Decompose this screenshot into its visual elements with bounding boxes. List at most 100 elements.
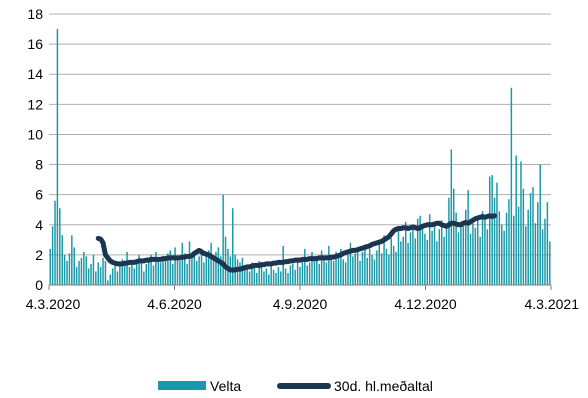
bar-velta: [390, 238, 393, 285]
bar-velta: [424, 233, 426, 285]
x-axis-ticks: 4.3.2020 4.6.2020 4.9.2020 4.12.2020 4.3.202…: [26, 285, 579, 312]
bar-velta: [275, 272, 277, 285]
bar-velta: [284, 268, 287, 285]
bar-velta: [450, 149, 453, 285]
bar-velta: [486, 229, 489, 285]
bar-velta: [253, 266, 256, 285]
bar-velta: [537, 202, 539, 285]
bar-velta: [428, 214, 431, 285]
x-tick-label: 4.12.2020: [394, 296, 456, 312]
bar-velta: [491, 175, 493, 285]
bar-velta: [368, 248, 371, 285]
bar-velta: [80, 257, 83, 285]
bar-velta: [210, 242, 212, 285]
bar-velta: [404, 221, 407, 285]
bar-velta: [541, 229, 544, 285]
bar-velta: [296, 260, 299, 285]
bar-velta: [469, 233, 472, 285]
bar-velta: [224, 236, 227, 285]
bar-velta: [54, 200, 56, 285]
bar-velta: [133, 268, 136, 285]
line-30d-average: [95, 213, 498, 273]
bar-velta: [292, 263, 294, 285]
bar-velta: [320, 250, 323, 285]
bar-velta: [239, 262, 241, 285]
bar-velta: [316, 256, 318, 285]
bar-velta: [414, 238, 417, 285]
bar-velta: [388, 254, 390, 285]
bar-velta: [311, 251, 313, 285]
bar-velta: [426, 239, 429, 285]
bar-velta: [433, 223, 436, 285]
bar-velta: [549, 241, 551, 285]
bar-velta: [378, 241, 381, 285]
bar-velta: [455, 212, 457, 285]
bar-velta: [392, 245, 395, 285]
y-tick-label: 8: [35, 157, 43, 173]
bar-velta: [270, 263, 272, 285]
bar-velta: [347, 254, 349, 285]
bar-velta: [215, 251, 217, 285]
bar-velta: [356, 247, 359, 285]
bar-velta: [49, 248, 51, 285]
y-tick-label: 4: [35, 217, 43, 233]
y-tick-label: 0: [35, 277, 43, 293]
bar-velta: [66, 260, 68, 285]
bar-velta: [462, 226, 465, 285]
bar-velta: [95, 271, 97, 285]
bar-velta: [104, 260, 107, 285]
bar-velta: [212, 259, 215, 285]
bar-velta: [460, 221, 462, 285]
bar-velta: [126, 251, 128, 285]
bar-velta: [328, 245, 330, 285]
bar-velta: [364, 244, 366, 285]
bar-velta: [306, 265, 308, 285]
bar-velta: [219, 256, 222, 285]
bar-velta: [508, 199, 510, 285]
bar-velta: [337, 256, 340, 285]
bar-velta: [272, 269, 275, 285]
legend: Velta 30d. hl.meðaltal: [158, 378, 433, 394]
bar-velta: [479, 236, 481, 285]
bar-velta: [114, 262, 116, 285]
bar-velta: [400, 241, 402, 285]
bar-velta: [440, 220, 443, 285]
bar-velta: [325, 262, 328, 285]
bar-velta: [92, 254, 95, 285]
bar-velta: [489, 176, 491, 285]
bar-velta: [287, 272, 289, 285]
bar-velta: [380, 253, 383, 285]
bar-velta: [109, 274, 111, 285]
bar-velta: [171, 263, 174, 285]
bar-velta: [128, 266, 131, 285]
bar-velta: [150, 254, 152, 285]
bar-velta: [179, 260, 181, 285]
bar-velta: [340, 248, 342, 285]
bar-velta: [371, 254, 373, 285]
moving-average-line: [95, 213, 498, 273]
bar-velta: [83, 251, 85, 285]
bar-velta: [280, 271, 282, 285]
bar-velta: [294, 269, 296, 285]
bar-velta: [157, 259, 160, 285]
bar-velta: [416, 218, 419, 285]
bar-velta: [397, 227, 400, 285]
bar-velta: [111, 268, 114, 285]
bar-velta: [304, 248, 306, 285]
bar-velta: [354, 253, 356, 285]
bar-velta: [140, 262, 143, 285]
bar-velta: [121, 259, 123, 285]
bar-velta: [119, 265, 121, 285]
bar-velta: [438, 229, 441, 285]
bar-velta: [352, 256, 354, 285]
y-axis-ticks: 0 2 4 6 8 10 12 14 16 18: [27, 6, 43, 293]
bar-velta: [102, 257, 104, 285]
bar-velta: [123, 263, 126, 285]
bar-velta: [472, 223, 474, 285]
bar-velta: [335, 251, 337, 285]
bar-velta: [131, 260, 133, 285]
bar-velta: [186, 263, 188, 285]
bar-velta: [244, 265, 246, 285]
bar-velta: [174, 247, 176, 285]
y-tick-label: 14: [27, 66, 43, 82]
